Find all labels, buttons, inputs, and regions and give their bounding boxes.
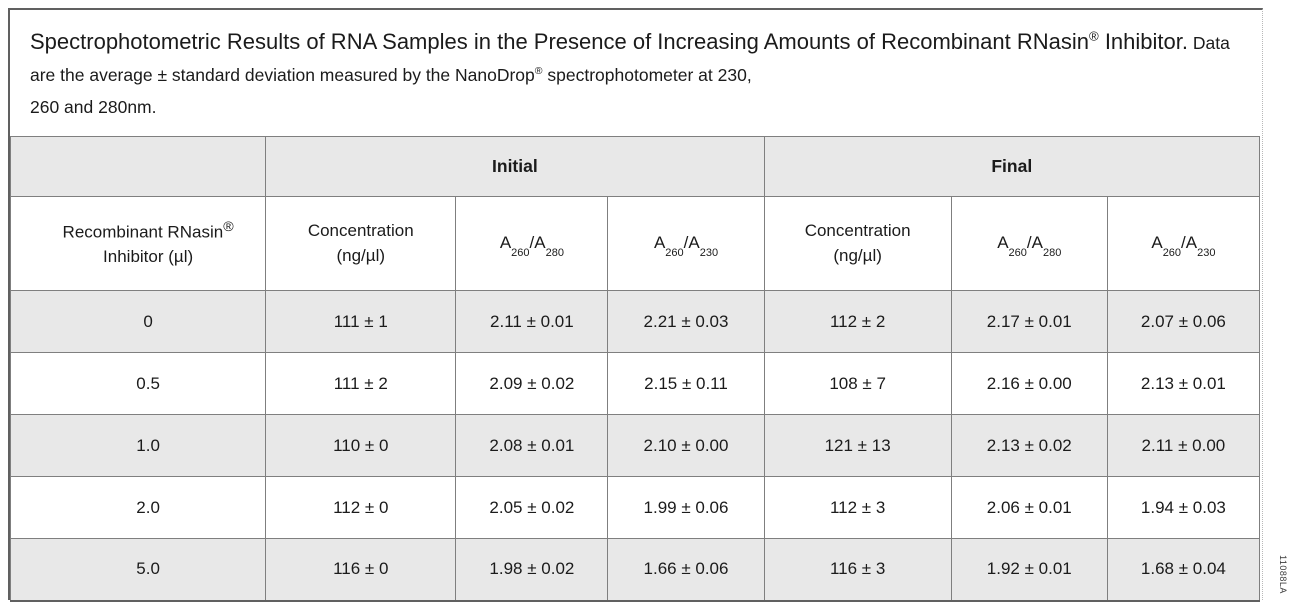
column-header-a260-a230-final: A260/A230 [1106,196,1261,291]
table-row: 0 111 ± 1 2.11 ± 0.01 2.21 ± 0.03 112 ± … [9,290,1261,353]
caption-note: Data are the average ± standard deviatio… [30,33,1230,117]
group-header-final: Final [763,136,1261,197]
table-cell: 0 [9,290,267,353]
column-header-concentration-initial: Concentration (ng/µl) [265,196,457,291]
group-header-initial: Initial [265,136,765,197]
table-cell: 1.92 ± 0.01 [950,538,1108,602]
table-cell: 121 ± 13 [763,414,952,477]
figure-caption: Spectrophotometric Results of RNA Sample… [10,10,1262,136]
registered-trademark: ® [534,65,543,78]
table-cell: 2.13 ± 0.01 [1106,352,1261,415]
registered-trademark: ® [1088,28,1099,44]
empty-corner-cell [9,136,267,197]
table-row: 1.0 110 ± 0 2.08 ± 0.01 2.10 ± 0.00 121 … [9,414,1261,477]
column-header-a260-a280-initial: A260/A280 [455,196,609,291]
table-cell: 5.0 [9,538,267,602]
registered-trademark: ® [223,219,234,236]
table-cell: 111 ± 2 [265,352,457,415]
column-header-row: Recombinant RNasin® Inhibitor (µl) Conce… [9,196,1261,291]
table-row: 2.0 112 ± 0 2.05 ± 0.02 1.99 ± 0.06 112 … [9,476,1261,539]
table-cell: 112 ± 0 [265,476,457,539]
table-cell: 110 ± 0 [265,414,457,477]
table-cell: 2.13 ± 0.02 [950,414,1108,477]
column-header-a260-a230-initial: A260/A230 [607,196,765,291]
table-cell: 2.10 ± 0.00 [607,414,765,477]
table-cell: 2.16 ± 0.00 [950,352,1108,415]
figure-frame: Spectrophotometric Results of RNA Sample… [8,8,1263,602]
column-header-concentration-final: Concentration (ng/µl) [763,196,952,291]
table-cell: 2.11 ± 0.01 [455,290,609,353]
table-cell: 1.68 ± 0.04 [1106,538,1261,602]
table-cell: 111 ± 1 [265,290,457,353]
table-cell: 116 ± 3 [763,538,952,602]
column-header-inhibitor: Recombinant RNasin® Inhibitor (µl) [9,196,267,291]
table-cell: 1.98 ± 0.02 [455,538,609,602]
column-header-a260-a280-final: A260/A280 [950,196,1108,291]
table-cell: 2.07 ± 0.06 [1106,290,1261,353]
table-row: 5.0 116 ± 0 1.98 ± 0.02 1.66 ± 0.06 116 … [9,538,1261,602]
table-cell: 2.08 ± 0.01 [455,414,609,477]
table-cell: 116 ± 0 [265,538,457,602]
table-cell: 108 ± 7 [763,352,952,415]
results-table: Initial Final Recombinant RNasin® Inhibi… [9,136,1261,602]
table-cell: 2.11 ± 0.00 [1106,414,1261,477]
table-cell: 2.15 ± 0.11 [607,352,765,415]
table-cell: 1.94 ± 0.03 [1106,476,1261,539]
table-cell: 2.21 ± 0.03 [607,290,765,353]
figure-number: 11088LA [1278,555,1288,594]
table-cell: 112 ± 2 [763,290,952,353]
table-row: 0.5 111 ± 2 2.09 ± 0.02 2.15 ± 0.11 108 … [9,352,1261,415]
table-cell: 2.09 ± 0.02 [455,352,609,415]
table-cell: 2.06 ± 0.01 [950,476,1108,539]
table-cell: 2.0 [9,476,267,539]
caption-title: Spectrophotometric Results of RNA Sample… [30,28,1188,54]
table-cell: 0.5 [9,352,267,415]
table-cell: 112 ± 3 [763,476,952,539]
table-cell: 1.99 ± 0.06 [607,476,765,539]
group-header-row: Initial Final [9,136,1261,197]
table-cell: 1.0 [9,414,267,477]
table-cell: 2.05 ± 0.02 [455,476,609,539]
table-cell: 1.66 ± 0.06 [607,538,765,602]
table-cell: 2.17 ± 0.01 [950,290,1108,353]
